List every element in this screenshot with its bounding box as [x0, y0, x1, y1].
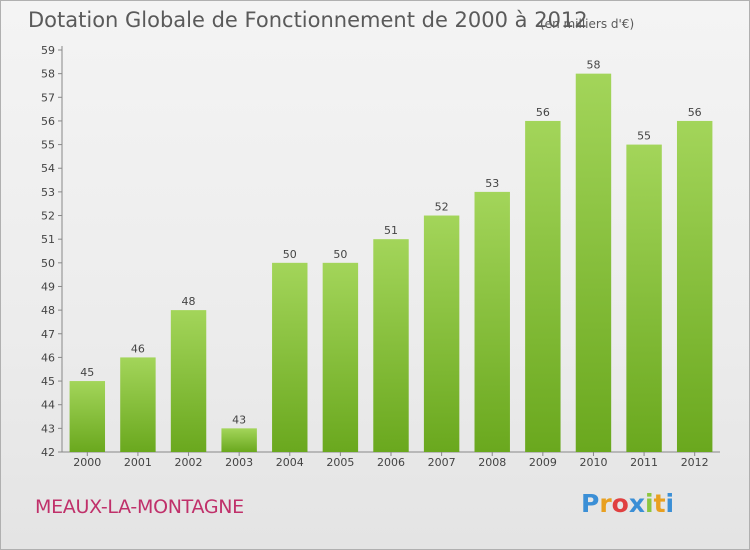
- x-tick-label: 2009: [529, 456, 557, 469]
- bar: [170, 310, 207, 452]
- bar-value-label: 56: [536, 106, 550, 119]
- y-tick-label: 57: [41, 91, 55, 104]
- x-tick-label: 2005: [326, 456, 354, 469]
- bar: [423, 215, 460, 452]
- bar: [69, 381, 106, 452]
- y-tick-label: 48: [41, 304, 55, 317]
- bar: [373, 239, 409, 452]
- y-tick-label: 55: [41, 139, 55, 152]
- y-tick-label: 43: [41, 422, 55, 435]
- bar: [474, 191, 510, 452]
- y-tick-label: 58: [41, 68, 55, 81]
- bar: [525, 120, 561, 453]
- logo-letter: x: [628, 489, 645, 518]
- y-tick-label: 45: [41, 375, 55, 388]
- x-tick-label: 2008: [478, 456, 506, 469]
- chart-subtitle: (en milliers d'€): [540, 17, 635, 31]
- x-tick-label: 2007: [428, 456, 456, 469]
- logo-letter: P: [581, 489, 600, 518]
- bar-value-label: 46: [131, 342, 145, 355]
- bar: [575, 73, 612, 452]
- bar-value-label: 55: [637, 130, 651, 143]
- x-tick-label: 2004: [276, 456, 304, 469]
- x-tick-label: 2002: [175, 456, 203, 469]
- chart-title: Dotation Globale de Fonctionnement de 20…: [28, 8, 588, 32]
- bar: [272, 262, 308, 452]
- x-tick-label: 2011: [630, 456, 658, 469]
- x-tick-label: 2006: [377, 456, 405, 469]
- x-tick-label: 2001: [124, 456, 152, 469]
- logo-letter: t: [653, 489, 666, 518]
- bar-value-label: 58: [586, 59, 600, 72]
- y-tick-label: 50: [41, 257, 55, 270]
- bar-value-label: 45: [80, 366, 94, 379]
- x-tick-label: 2003: [225, 456, 253, 469]
- proxiti-logo: Proxiti: [581, 489, 674, 518]
- y-tick-label: 59: [41, 44, 55, 57]
- bar-value-label: 56: [688, 106, 702, 119]
- bar: [322, 262, 359, 452]
- y-tick-label: 49: [41, 280, 55, 293]
- logo-letter: r: [599, 489, 612, 518]
- y-tick-label: 54: [41, 162, 55, 175]
- x-tick-label: 2012: [681, 456, 709, 469]
- y-tick-label: 51: [41, 233, 55, 246]
- place-name: MEAUX-LA-MONTAGNE: [35, 496, 244, 518]
- logo-letter: o: [611, 489, 629, 518]
- y-tick-label: 52: [41, 210, 55, 223]
- logo-letter: i: [645, 489, 654, 518]
- y-tick-label: 44: [41, 399, 55, 412]
- bar: [221, 428, 257, 452]
- y-tick-label: 47: [41, 328, 55, 341]
- y-tick-label: 42: [41, 446, 55, 459]
- y-tick-label: 56: [41, 115, 55, 128]
- x-tick-label: 2000: [73, 456, 101, 469]
- bar: [676, 120, 713, 453]
- bar-value-label: 52: [435, 201, 449, 214]
- x-tick-label: 2010: [579, 456, 607, 469]
- bar-value-label: 43: [232, 413, 246, 426]
- bar-value-label: 48: [182, 295, 196, 308]
- bar: [120, 357, 156, 452]
- bar-value-label: 50: [333, 248, 347, 261]
- bar-value-label: 50: [283, 248, 297, 261]
- bar: [626, 144, 662, 452]
- bar-value-label: 53: [485, 177, 499, 190]
- bar-value-label: 51: [384, 224, 398, 237]
- y-tick-label: 46: [41, 351, 55, 364]
- logo-letter: i: [665, 489, 675, 518]
- y-tick-label: 53: [41, 186, 55, 199]
